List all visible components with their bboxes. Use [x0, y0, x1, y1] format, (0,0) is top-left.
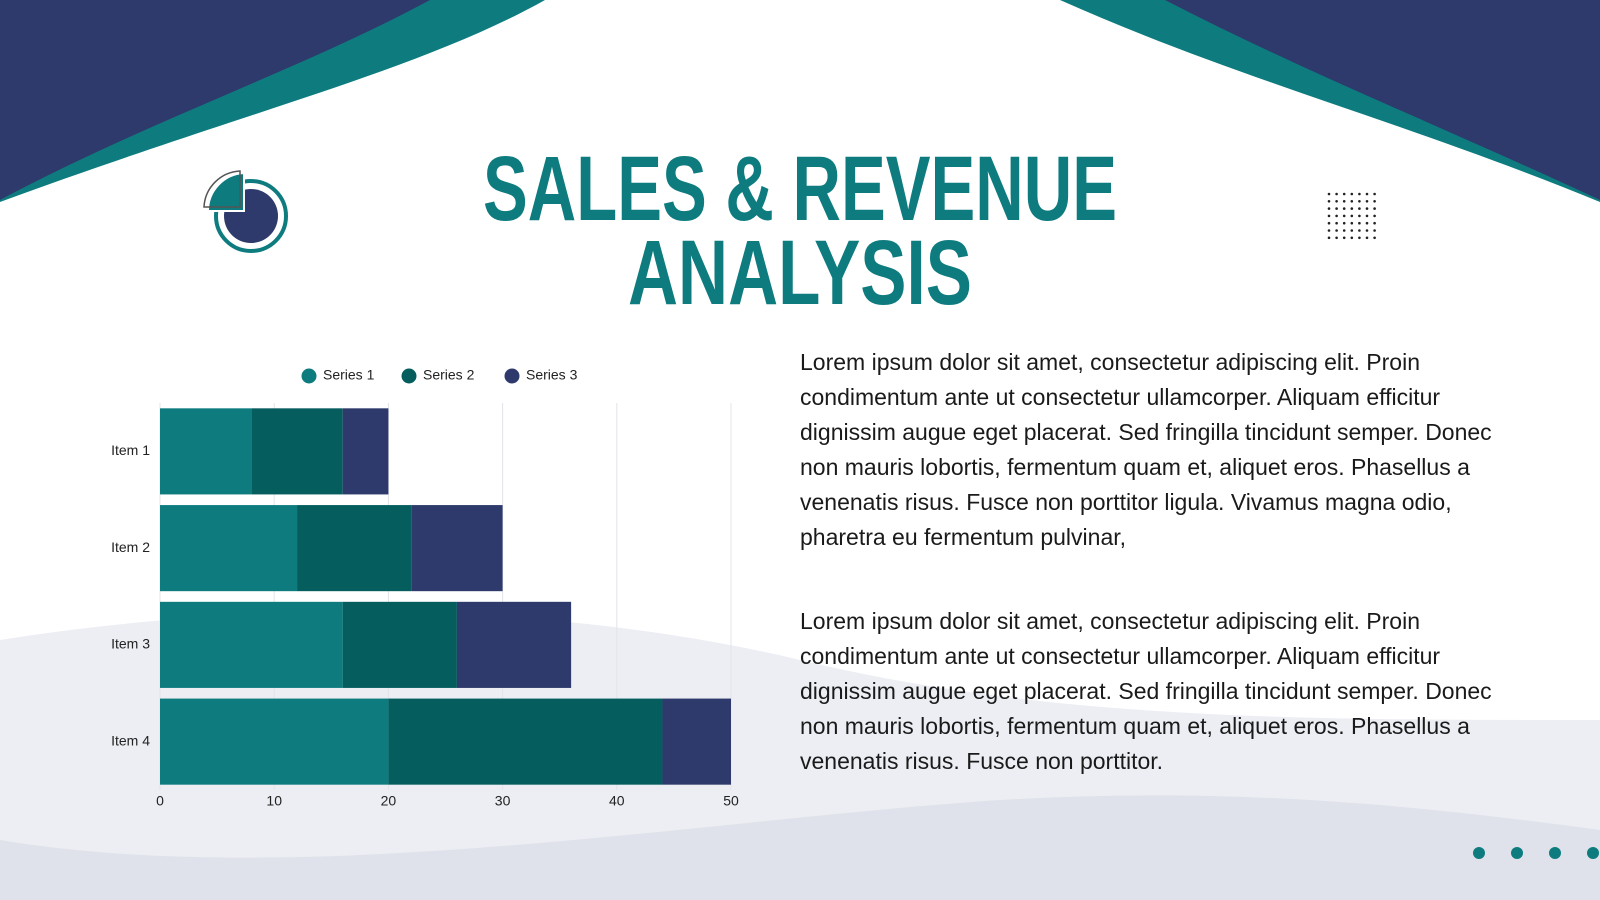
bar-segment: [160, 698, 389, 785]
dot: [1327, 236, 1331, 240]
dot: [1365, 214, 1369, 218]
dot: [1342, 200, 1346, 203]
dot: [1358, 200, 1361, 203]
dot: [1327, 221, 1331, 225]
dot: [1365, 221, 1369, 225]
dot: [1335, 236, 1338, 240]
dot: [1342, 192, 1346, 196]
y-tick-label: Item 3: [111, 636, 150, 652]
dot: [1373, 229, 1376, 232]
paragraph: Lorem ipsum dolor sit amet, consectetur …: [800, 608, 1492, 774]
y-tick-label: Item 1: [111, 442, 150, 458]
dot: [1327, 207, 1331, 210]
dot: [1358, 207, 1361, 210]
dot: [1358, 236, 1361, 240]
dot: [1365, 229, 1369, 232]
dot: [1373, 192, 1376, 196]
paragraph: Lorem ipsum dolor sit amet, consectetur …: [800, 349, 1492, 550]
bar-segment: [297, 505, 412, 592]
dot: [1342, 207, 1346, 210]
dot: [1350, 200, 1354, 203]
bar-segment: [342, 408, 389, 495]
legend-swatch: [504, 368, 520, 384]
x-tick-label: 30: [495, 793, 511, 809]
dot: [1358, 221, 1361, 225]
y-tick-label: Item 4: [111, 732, 150, 748]
dot: [1342, 229, 1346, 232]
dot: [1350, 229, 1354, 232]
bar-segment: [160, 505, 298, 592]
legend-swatch: [401, 368, 417, 384]
bar-segment: [388, 698, 663, 785]
title-line: ANALYSIS: [628, 222, 972, 324]
bar-segment: [411, 505, 503, 592]
x-tick-label: 40: [609, 793, 625, 809]
dot: [1373, 207, 1376, 210]
bar-segment: [160, 601, 343, 688]
bar-segment: [342, 601, 457, 688]
dot: [1350, 236, 1354, 240]
x-tick-label: 0: [156, 793, 164, 809]
dot: [1350, 207, 1354, 210]
dot: [1373, 214, 1376, 218]
dot: [1335, 192, 1338, 196]
dot: [1335, 221, 1338, 225]
title-line: SALES & REVENUE: [483, 138, 1117, 240]
dot: [1365, 192, 1369, 196]
dot: [1335, 214, 1338, 218]
x-tick-label: 20: [381, 793, 397, 809]
dot: [1342, 236, 1346, 240]
dot: [1342, 221, 1346, 225]
legend-label: Series 3: [526, 367, 578, 383]
dot: [1365, 200, 1369, 203]
dot: [1350, 192, 1354, 196]
y-tick-label: Item 2: [111, 539, 150, 555]
dot: [1327, 229, 1331, 232]
dot: [1335, 229, 1338, 232]
bar-segment: [251, 408, 343, 495]
dot: [1342, 214, 1346, 218]
dot: [1350, 214, 1354, 218]
dot: [1365, 207, 1369, 210]
dot: [1350, 221, 1354, 225]
dot: [1327, 214, 1331, 218]
dot: [1358, 192, 1361, 196]
bar-segment: [662, 698, 731, 785]
dot: [1373, 221, 1376, 225]
x-tick-label: 10: [266, 793, 282, 809]
dot: [1335, 207, 1338, 210]
bar-segment: [456, 601, 572, 688]
dot: [1373, 200, 1376, 203]
dot: [1327, 192, 1331, 196]
dot: [1327, 200, 1331, 203]
legend-swatch: [301, 368, 317, 384]
dot: [1335, 200, 1338, 203]
x-tick-label: 50: [723, 793, 739, 809]
dot: [1365, 236, 1369, 240]
legend-label: Series 2: [423, 367, 475, 383]
dot: [1373, 236, 1376, 240]
legend-label: Series 1: [323, 367, 375, 383]
dot: [1358, 214, 1361, 218]
bar-segment: [160, 408, 252, 495]
dot: [1358, 229, 1361, 232]
